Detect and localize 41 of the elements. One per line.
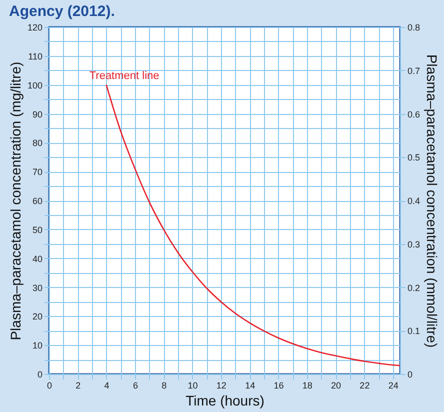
y2-tick-label: 0.7: [408, 66, 420, 76]
x-tick-label: 10: [188, 380, 198, 390]
chart-title: Agency (2012).: [8, 3, 115, 20]
x-tick-label: 18: [302, 380, 312, 390]
y-tick-label: 10: [32, 340, 42, 351]
y-tick-label: 20: [32, 312, 42, 322]
y-tick-label: 100: [27, 80, 42, 90]
y-tick-label: 110: [28, 51, 42, 62]
y2-tick-label: 0.5: [408, 152, 420, 163]
y2-tick-label: 0.8: [408, 22, 420, 32]
y-tick-label: 70: [32, 167, 42, 178]
x-tick-label: 2: [76, 380, 81, 390]
y-tick-label: 0: [37, 370, 42, 380]
y2-tick-label: 0: [408, 370, 413, 380]
x-tick-label: 14: [245, 380, 256, 390]
line-series: [106, 84, 401, 366]
x-tick-label: 20: [331, 380, 342, 390]
y-tick-label: 60: [32, 196, 42, 206]
y-tick-label: 50: [32, 224, 42, 235]
x-tick-label: 0: [46, 380, 52, 390]
x-tick-label: 22: [360, 380, 370, 390]
x-tick-label: 6: [132, 380, 138, 390]
y-tick-label: 40: [32, 254, 42, 264]
x-tick-label: 16: [274, 380, 284, 390]
y-tick-label: 80: [32, 138, 42, 148]
x-tick-label: 4: [104, 380, 110, 390]
y2-tick-label: 0.3: [408, 239, 420, 250]
y-tick-label: 120: [27, 22, 42, 32]
y2-tick-label: 0.1: [408, 326, 420, 336]
x-tick-label: 8: [162, 380, 167, 390]
x-tick-label: 24: [388, 380, 398, 390]
y-tick-label: 90: [32, 109, 42, 120]
y-axis-title: Plasma–paracetamol concentration (mg/litre): [7, 62, 24, 340]
x-axis-title: Time (hours): [186, 392, 264, 408]
y2-tick-label: 0.4: [408, 196, 420, 206]
x-tick-label: 12: [216, 380, 226, 390]
series-label: Treatment line: [89, 70, 160, 82]
y-tick-label: 30: [32, 282, 42, 293]
y2-axis-title: Plasma–paracetamol concentration (mmol/litre): [424, 54, 440, 348]
y2-tick-label: 0.6: [408, 109, 420, 120]
y2-tick-label: 0.2: [408, 282, 420, 293]
